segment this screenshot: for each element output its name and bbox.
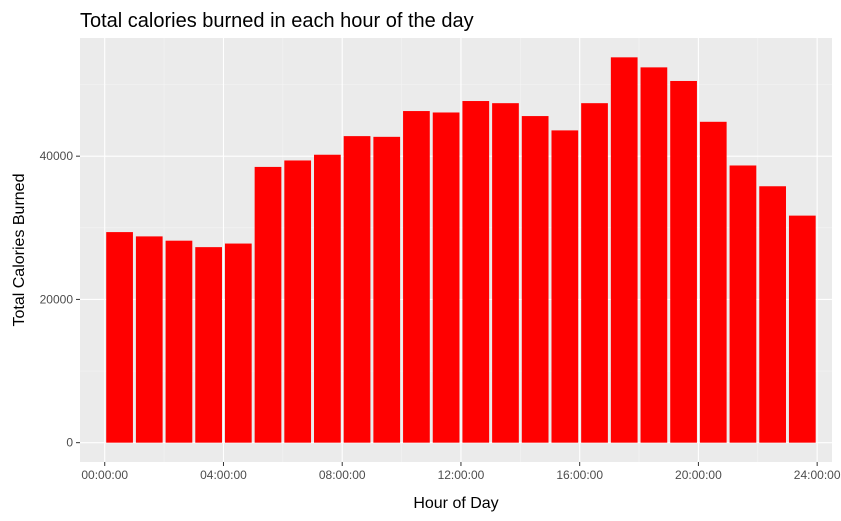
bar <box>106 232 133 443</box>
y-axis-title: Total Calories Burned <box>11 174 28 327</box>
bar <box>462 101 490 443</box>
bar <box>581 103 608 443</box>
bar <box>195 247 222 443</box>
x-tick-label: 12:00:00 <box>438 468 485 482</box>
y-tick-label: 0 <box>66 436 73 450</box>
bar <box>521 116 549 443</box>
bar <box>284 160 312 443</box>
bar <box>135 236 163 443</box>
x-tick-label: 24:00:00 <box>794 468 841 482</box>
bar <box>551 130 579 443</box>
x-tick-label: 20:00:00 <box>675 468 722 482</box>
bars <box>106 57 816 443</box>
x-tick-label: 04:00:00 <box>200 468 247 482</box>
bar <box>759 186 786 443</box>
chart-title: Total calories burned in each hour of th… <box>80 10 474 32</box>
bar <box>729 165 757 443</box>
x-tick-label: 08:00:00 <box>319 468 366 482</box>
bar <box>165 240 193 443</box>
x-tick-label: 16:00:00 <box>556 468 603 482</box>
bar <box>343 136 371 443</box>
bar <box>640 67 668 443</box>
y-tick-label: 40000 <box>40 149 74 163</box>
bar <box>432 112 460 443</box>
bar <box>314 154 341 443</box>
bar <box>699 121 727 443</box>
y-axis: 0 20000 40000 <box>40 149 80 450</box>
bar <box>788 215 816 443</box>
bar <box>224 243 252 443</box>
bar <box>610 57 638 443</box>
bar <box>492 103 519 443</box>
x-tick-label: 00:00:00 <box>81 468 128 482</box>
y-tick-label: 20000 <box>40 292 74 306</box>
bar <box>670 80 697 443</box>
bar <box>254 166 282 443</box>
x-axis-title: Hour of Day <box>413 495 498 512</box>
bar <box>403 111 430 443</box>
x-axis: 00:00:00 04:00:00 08:00:00 12:00:00 16:00:00… <box>81 462 841 482</box>
bar <box>373 136 401 443</box>
